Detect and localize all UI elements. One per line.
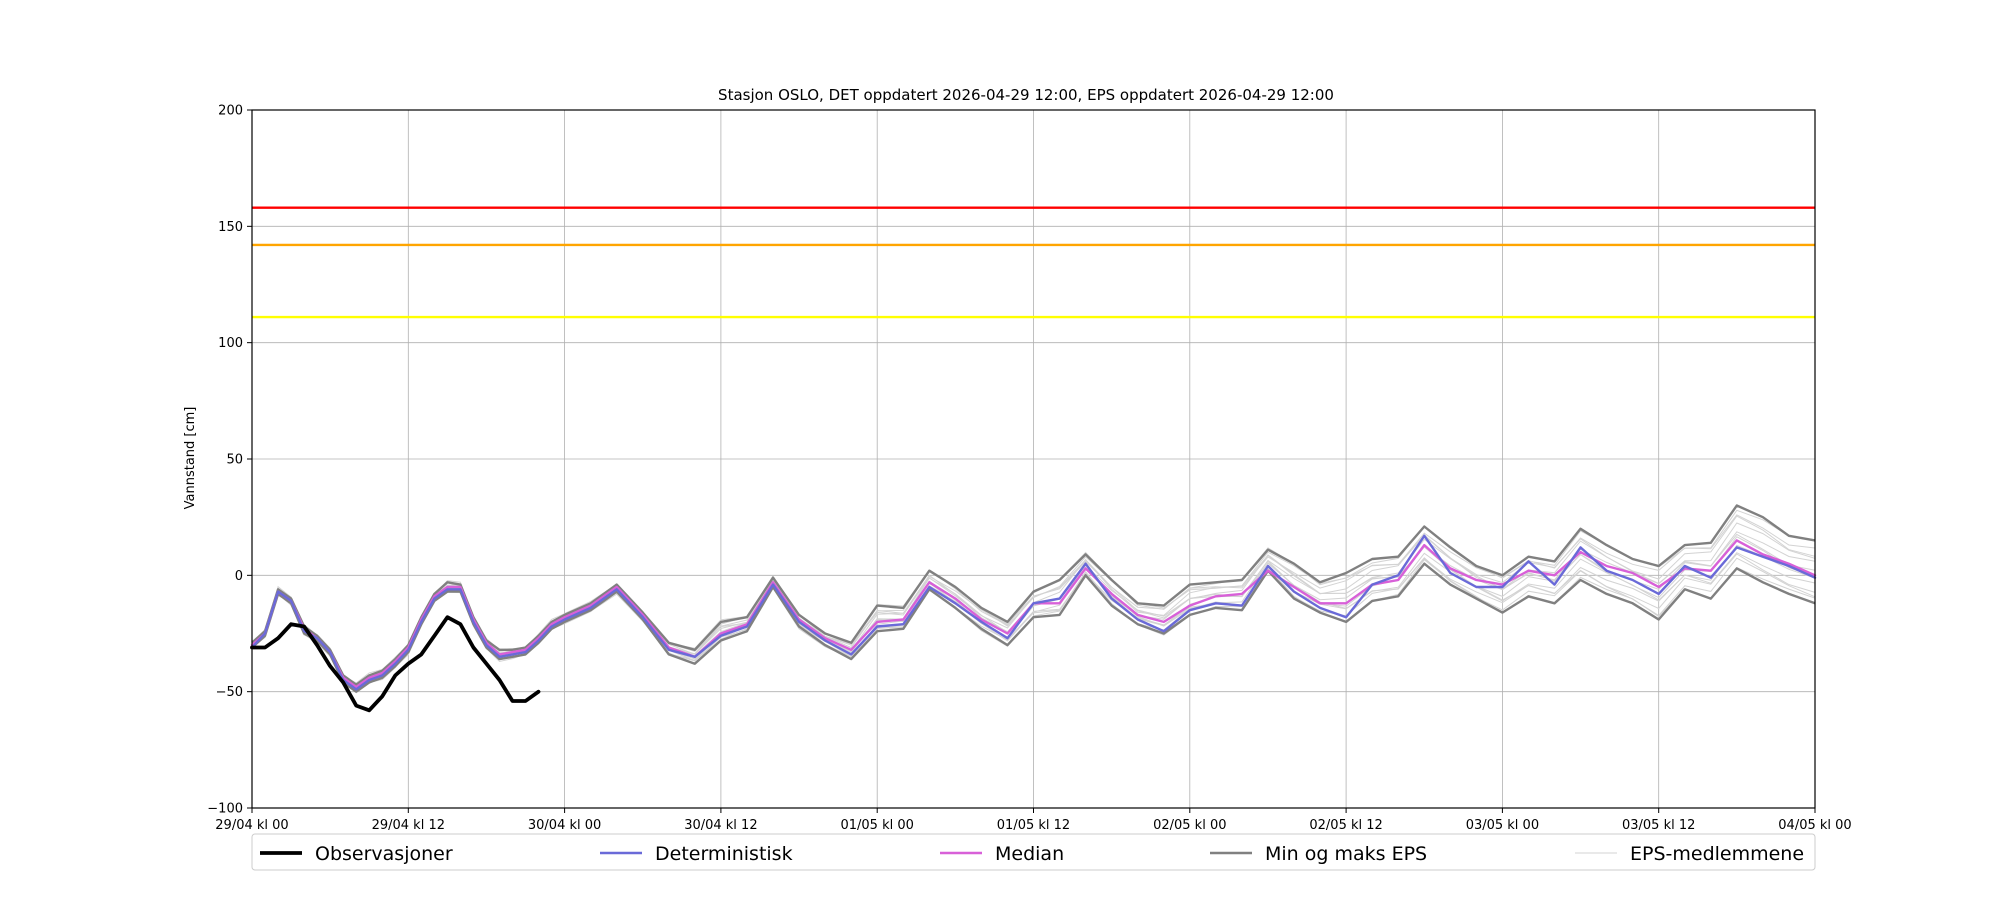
x-tick-label: 02/05 kl 00 xyxy=(1153,818,1226,833)
eps-min-line xyxy=(251,562,1816,693)
chart-title: Stasjon OSLO, DET oppdatert 2026-04-29 1… xyxy=(718,86,1334,104)
axes-ticks: −100 −50 0 50 100 150 200 29/04 kl 00 29/04 kl 1… xyxy=(207,104,1851,834)
series-lines xyxy=(250,504,1817,713)
x-tick-label: 01/05 kl 12 xyxy=(997,818,1070,833)
y-tick-label: −50 xyxy=(216,685,243,700)
legend-label: Deterministisk xyxy=(655,843,793,865)
legend-frame xyxy=(251,833,1816,871)
x-tick-label: 03/05 kl 00 xyxy=(1466,818,1539,833)
legend-label: Min og maks EPS xyxy=(1265,843,1427,865)
y-axis-label: Vannstand [cm] xyxy=(183,407,198,510)
y-tick-label: −100 xyxy=(207,802,243,817)
x-tick-label: 30/04 kl 12 xyxy=(684,818,757,833)
x-tick-label: 01/05 kl 00 xyxy=(840,818,913,833)
legend: Observasjoner Deterministisk Median Min og … xyxy=(251,833,1816,871)
y-tick-label: 0 xyxy=(235,569,243,584)
legend-label: EPS-medlemmene xyxy=(1630,843,1804,865)
x-tick-label: 03/05 kl 12 xyxy=(1622,818,1695,833)
observasjoner-line xyxy=(250,615,541,713)
x-tick-label: 30/04 kl 00 xyxy=(528,818,601,833)
deterministisk-line xyxy=(250,534,1817,691)
x-tick-label: 04/05 kl 00 xyxy=(1778,818,1851,833)
x-tick-label: 29/04 kl 12 xyxy=(372,818,445,833)
y-tick-label: 150 xyxy=(218,220,243,235)
x-tick-label: 29/04 kl 00 xyxy=(215,818,288,833)
y-tick-label: 100 xyxy=(218,336,243,351)
legend-label: Median xyxy=(995,843,1064,865)
x-tick-label: 02/05 kl 12 xyxy=(1309,818,1382,833)
y-tick-label: 50 xyxy=(226,453,243,468)
threshold-lines xyxy=(252,206,1815,319)
legend-label: Observasjoner xyxy=(315,843,453,865)
y-tick-label: 200 xyxy=(218,104,243,119)
